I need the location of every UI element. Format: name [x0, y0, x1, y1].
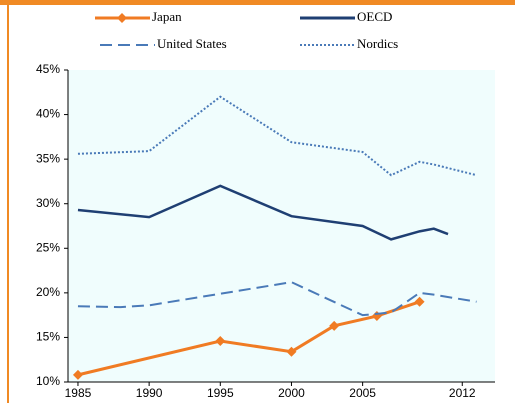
- y-tick-label: 20%: [36, 285, 60, 299]
- y-tick-label: 40%: [36, 107, 60, 121]
- marker: [72, 369, 83, 380]
- y-tick-label: 15%: [36, 330, 60, 344]
- legend-label: Japan: [152, 9, 182, 24]
- marker: [414, 296, 425, 307]
- x-tick-label: 1995: [207, 386, 234, 400]
- x-tick-label: 2005: [349, 386, 376, 400]
- series-line: [77, 281, 477, 317]
- marker: [286, 346, 297, 357]
- x-tick-label: 1990: [136, 386, 163, 400]
- legend-label: OECD: [357, 9, 392, 24]
- marker: [215, 335, 226, 346]
- legend-marker: [117, 13, 127, 23]
- series-line: [77, 184, 449, 241]
- plot-area: [68, 70, 495, 382]
- x-tick-label: 2012: [449, 386, 476, 400]
- y-tick-label: 25%: [36, 240, 60, 254]
- top-border: [0, 0, 515, 5]
- left-border: [7, 0, 9, 403]
- x-tick-label: 2000: [278, 386, 305, 400]
- y-tick-label: 30%: [36, 196, 60, 210]
- series-line: [77, 95, 477, 177]
- legend-label: Nordics: [357, 36, 398, 51]
- x-tick-label: 1985: [65, 386, 92, 400]
- y-tick-label: 45%: [36, 62, 60, 76]
- legend-label: United States: [157, 36, 227, 51]
- y-tick-label: 35%: [36, 151, 60, 165]
- y-tick-label: 10%: [36, 374, 60, 388]
- marker: [329, 320, 340, 331]
